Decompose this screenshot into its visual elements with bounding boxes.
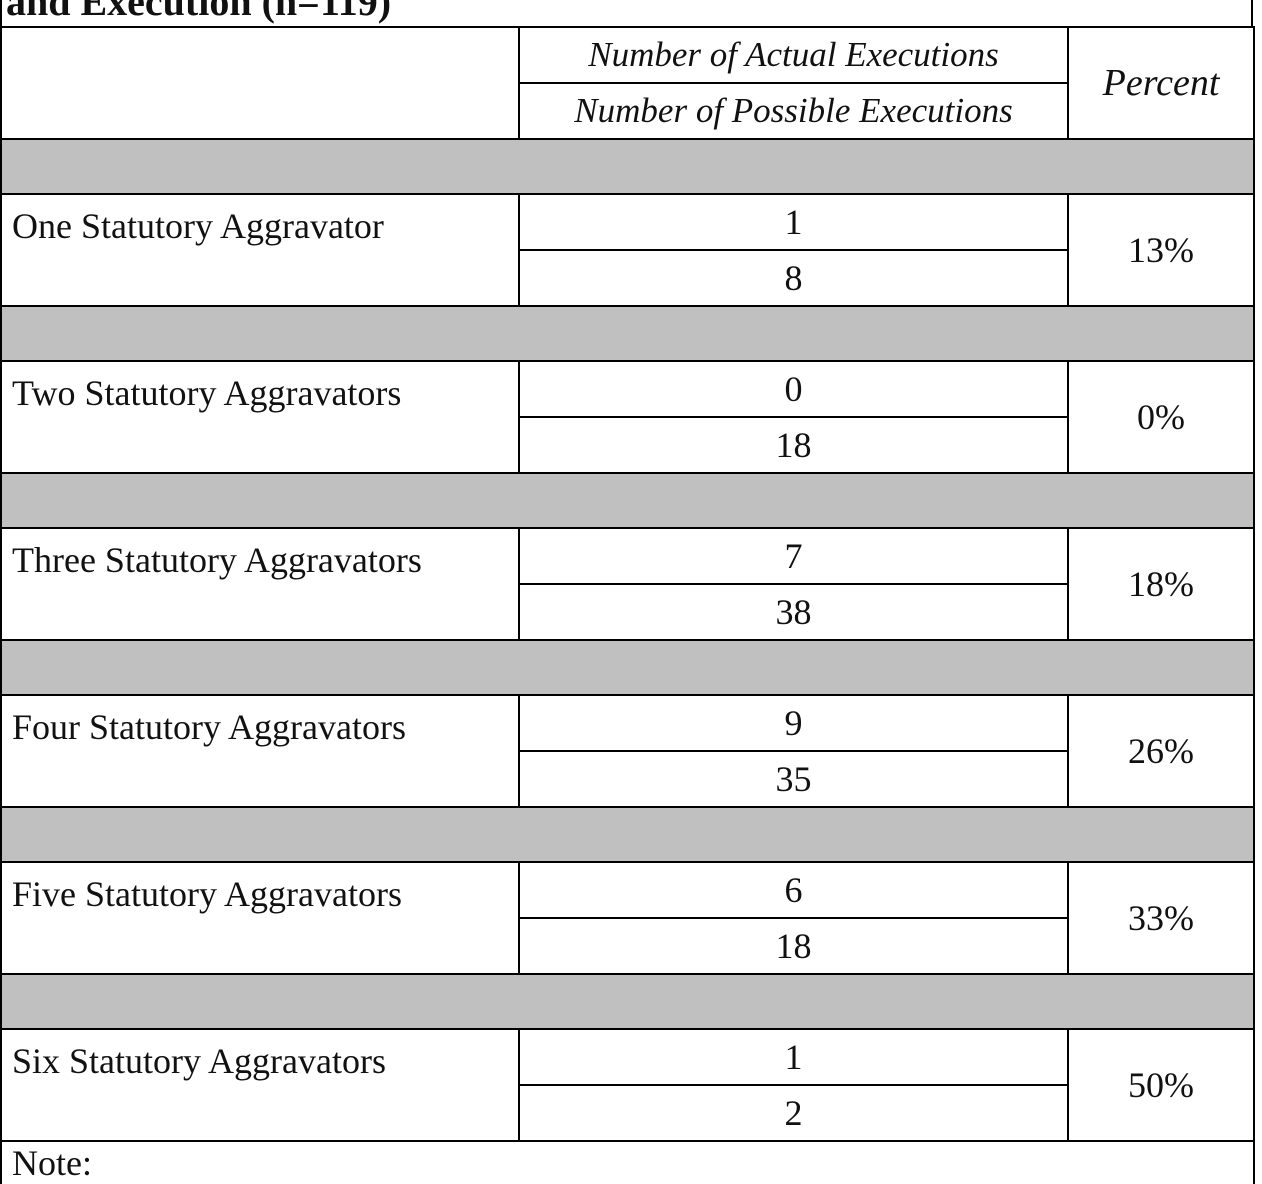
- possible-executions: 18: [775, 926, 812, 966]
- row-percent: 26%: [1067, 694, 1255, 808]
- header-percent: Percent: [1067, 26, 1255, 140]
- table-row: One Statutory Aggravator 1 8 13%: [0, 193, 1255, 307]
- header-fraction: Number of Actual Executions Number of Po…: [518, 26, 1069, 140]
- table-title: and Execution (n=119): [6, 0, 392, 24]
- possible-executions: 18: [775, 425, 812, 465]
- row-percent: 0%: [1067, 360, 1255, 474]
- header-denominator: Number of Possible Executions: [574, 91, 1013, 130]
- row-fraction: 6 18: [518, 861, 1069, 975]
- possible-executions: 2: [784, 1093, 803, 1133]
- separator-cell: [0, 806, 1255, 863]
- actual-executions: 1: [520, 1030, 1067, 1086]
- possible-executions: 35: [775, 759, 812, 799]
- actual-executions: 0: [520, 362, 1067, 418]
- separator-cell: [0, 639, 1255, 696]
- row-label-cell: Six Statutory Aggravators: [0, 1028, 520, 1142]
- row-label: Five Statutory Aggravators: [12, 874, 402, 914]
- frame-border-left: [0, 0, 2, 26]
- separator-row: [0, 639, 1255, 696]
- separator-row: [0, 305, 1255, 362]
- row-fraction: 9 35: [518, 694, 1069, 808]
- separator-row: [0, 973, 1255, 1030]
- row-label-cell: Two Statutory Aggravators: [0, 360, 520, 474]
- row-percent: 18%: [1067, 527, 1255, 641]
- actual-executions: 9: [520, 696, 1067, 752]
- row-label: Six Statutory Aggravators: [12, 1041, 386, 1081]
- note-row: Note:: [0, 1140, 1255, 1184]
- note-text: Note:: [0, 1140, 1255, 1184]
- possible-executions: 38: [775, 592, 812, 632]
- row-label-cell: Five Statutory Aggravators: [0, 861, 520, 975]
- row-percent: 33%: [1067, 861, 1255, 975]
- row-fraction: 7 38: [518, 527, 1069, 641]
- separator-row: [0, 138, 1255, 195]
- separator-row: [0, 472, 1255, 529]
- row-label: Three Statutory Aggravators: [12, 540, 422, 580]
- actual-executions: 1: [520, 195, 1067, 251]
- separator-cell: [0, 305, 1255, 362]
- possible-executions: 8: [784, 258, 803, 298]
- row-label-cell: Four Statutory Aggravators: [0, 694, 520, 808]
- table-header-row: Number of Actual Executions Number of Po…: [0, 26, 1255, 140]
- header-empty-cell: [0, 26, 520, 140]
- table-row: Four Statutory Aggravators 9 35 26%: [0, 694, 1255, 808]
- row-label: Four Statutory Aggravators: [12, 707, 406, 747]
- separator-cell: [0, 973, 1255, 1030]
- row-percent: 13%: [1067, 193, 1255, 307]
- row-label: One Statutory Aggravator: [12, 206, 384, 246]
- frame-border-right: [1251, 0, 1253, 26]
- table-row: Three Statutory Aggravators 7 38 18%: [0, 527, 1255, 641]
- row-label-cell: One Statutory Aggravator: [0, 193, 520, 307]
- table-row: Six Statutory Aggravators 1 2 50%: [0, 1028, 1255, 1142]
- header-numerator: Number of Actual Executions: [520, 28, 1067, 84]
- actual-executions: 6: [520, 863, 1067, 919]
- table-row: Two Statutory Aggravators 0 18 0%: [0, 360, 1255, 474]
- row-fraction: 0 18: [518, 360, 1069, 474]
- separator-cell: [0, 138, 1255, 195]
- table-row: Five Statutory Aggravators 6 18 33%: [0, 861, 1255, 975]
- actual-executions: 7: [520, 529, 1067, 585]
- row-label-cell: Three Statutory Aggravators: [0, 527, 520, 641]
- row-percent: 50%: [1067, 1028, 1255, 1142]
- row-label: Two Statutory Aggravators: [12, 373, 402, 413]
- separator-row: [0, 806, 1255, 863]
- executions-table: Number of Actual Executions Number of Po…: [0, 26, 1255, 1184]
- separator-cell: [0, 472, 1255, 529]
